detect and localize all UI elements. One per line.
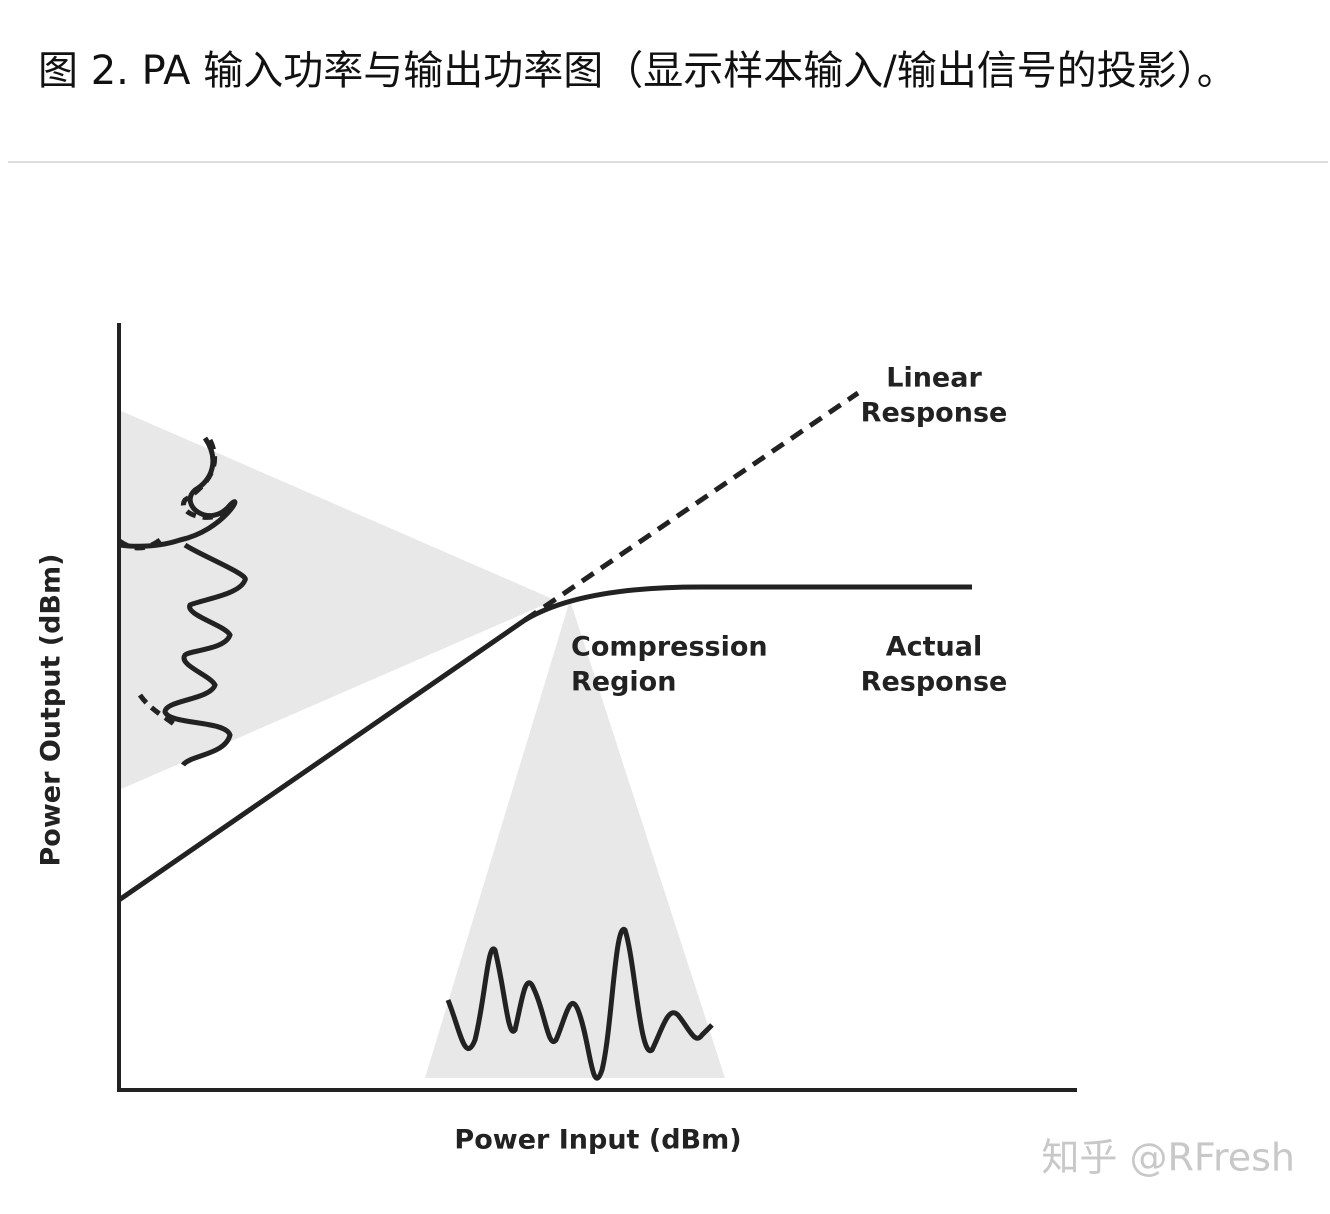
annotation: Response [861,398,1008,429]
annotation: Region [571,667,676,698]
page-title: 图 2. PA 输入功率与输出功率图（显示样本输入/输出信号的投影）。 [38,48,1237,94]
linear-response-line [523,390,860,623]
annotation: Compression [571,632,768,663]
x-axis-label: Power Input (dBm) [454,1125,741,1156]
input-waveform [445,927,714,1081]
annotation: Actual [886,632,983,663]
y-axis-label: Power Output (dBm) [36,554,67,867]
output-projection [119,410,555,790]
output-waveform-dashed [116,438,228,727]
annotation: Response [861,667,1008,698]
watermark: 知乎 @RFresh [1041,1136,1295,1180]
input-projection [425,600,725,1078]
annotation: Linear [886,363,982,394]
